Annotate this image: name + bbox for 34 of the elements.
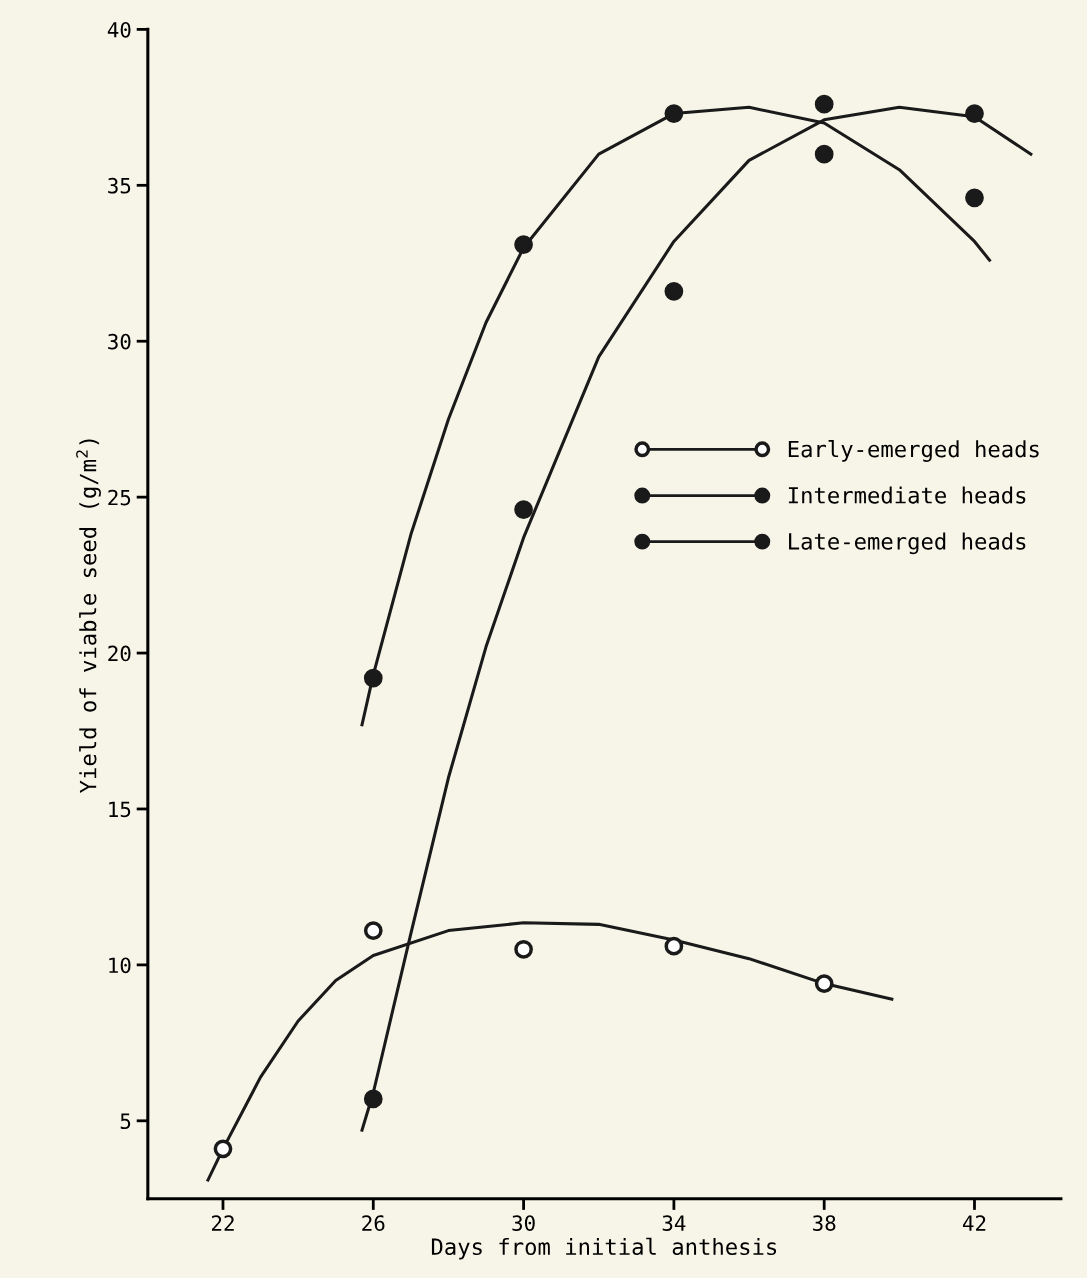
y-tick-label: 40 [107,21,131,38]
point [814,94,834,114]
y-axis-title: Yield of viable seed (g/m$^{2}$) [76,439,101,794]
point [664,104,684,123]
point [814,974,834,993]
legend-label: Intermediate heads [788,486,1026,504]
x-tick-label: 38 [813,1215,836,1231]
x-tick-label: 26 [362,1215,385,1231]
point [965,104,984,123]
y-tick-label: 10 [109,957,131,974]
point [664,936,684,956]
point [514,939,533,959]
y-tick-label: 25 [108,489,131,506]
point [213,1139,233,1159]
x-tick-label: 42 [962,1215,986,1231]
x-tick-label: 30 [512,1215,535,1231]
legend-label: Late-emerged heads [789,532,1026,555]
legend-label: Early-emerged heads [788,440,1039,462]
point [664,281,684,301]
y-tick-label: 5 [120,1113,131,1130]
y-tick-label: 15 [109,801,131,818]
point [363,668,383,688]
point [965,188,984,208]
point [363,921,383,940]
y-tick-label: 20 [108,645,131,662]
point [514,235,533,254]
x-tick-label: 34 [662,1215,686,1231]
y-tick-label: 30 [108,333,131,350]
x-axis-title: Days from initial anthesis [431,1237,777,1260]
point [814,144,834,164]
x-tick-label: 22 [211,1215,234,1231]
point [363,1089,383,1109]
y-tick-label: 35 [108,177,131,194]
point [514,500,533,519]
